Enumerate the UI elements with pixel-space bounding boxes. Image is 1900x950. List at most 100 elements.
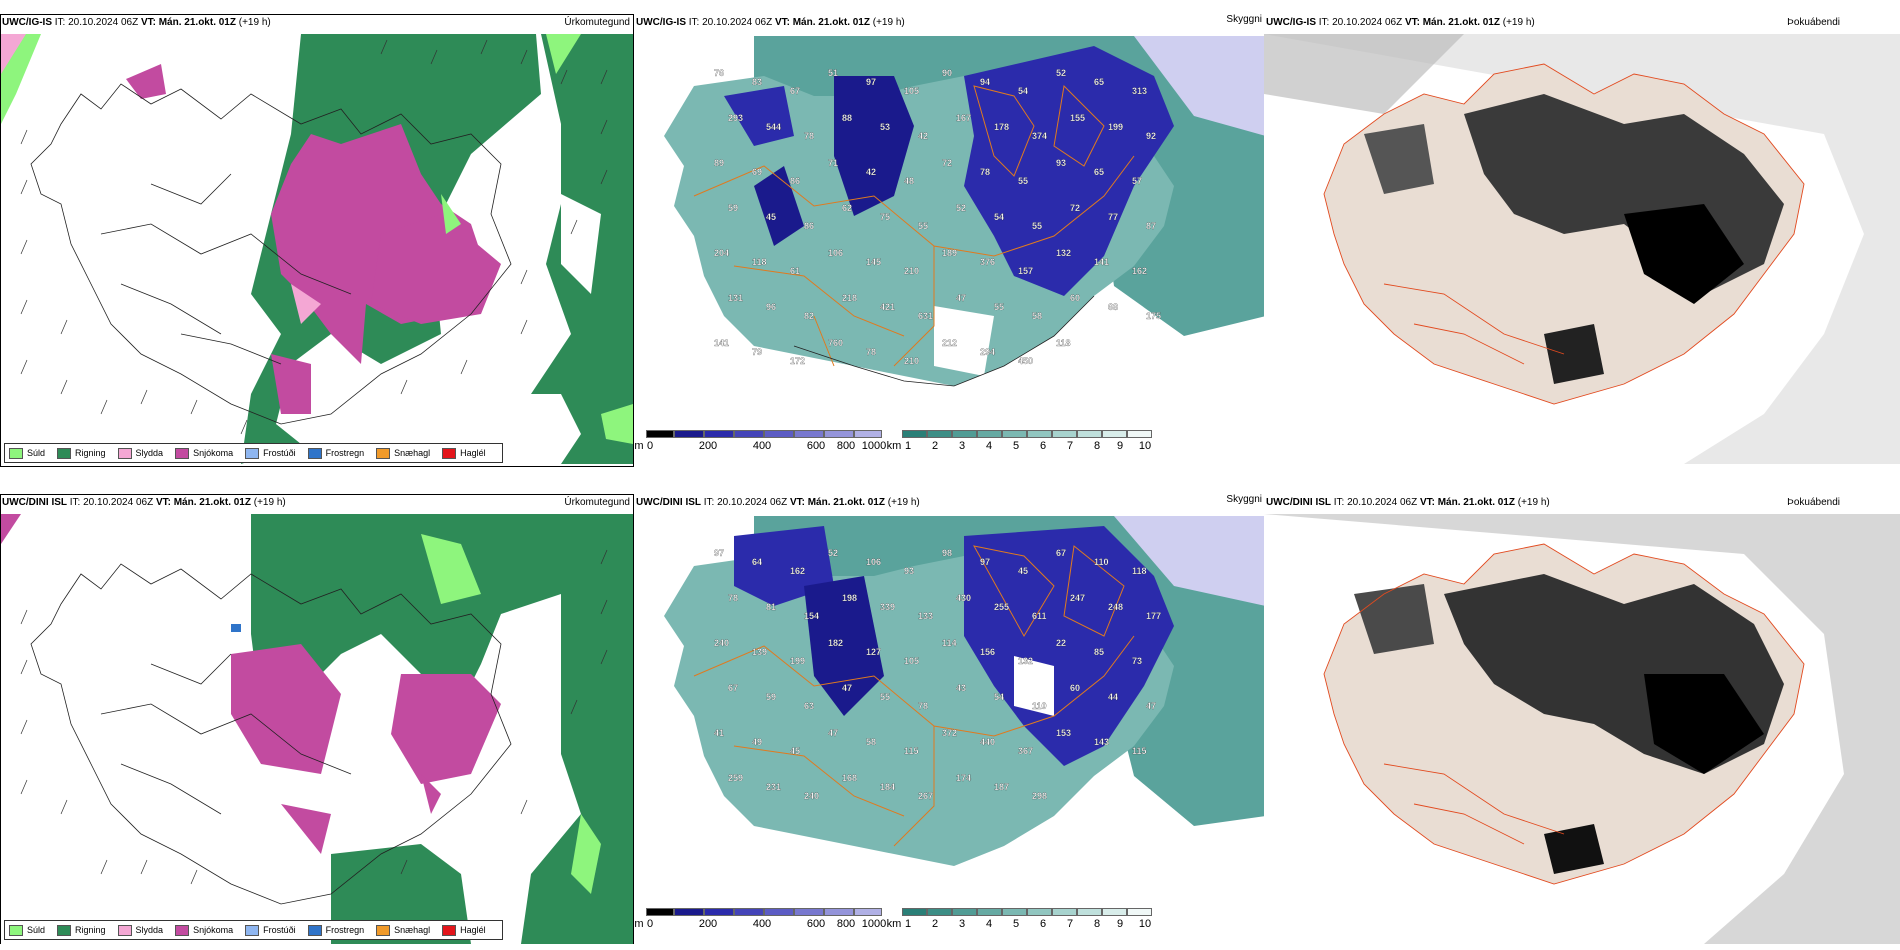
cloudbase-value-label: 72 bbox=[1070, 203, 1080, 213]
cloudbase-value-label: 55 bbox=[1018, 176, 1028, 186]
cloudbase-value-label: 87 bbox=[1146, 221, 1156, 231]
cloudbase-value-label: 98 bbox=[942, 548, 952, 558]
cloudbase-value-label: 60 bbox=[1070, 293, 1080, 303]
cloudbase-value-label: 67 bbox=[728, 683, 738, 693]
cloudbase-value-label: 42 bbox=[918, 131, 928, 141]
cloudbase-value-label: 240 bbox=[714, 638, 729, 648]
tick-label: 800 bbox=[836, 440, 856, 452]
tick-label: 1000 bbox=[861, 918, 887, 930]
cloudbase-value-label: 55 bbox=[918, 221, 928, 231]
panel-variable-name: Þokuábendi bbox=[1787, 17, 1840, 28]
cloudbase-value-label: 69 bbox=[752, 167, 762, 177]
legend-item: Snjókoma bbox=[175, 924, 233, 936]
tick-label: 5 bbox=[1012, 440, 1020, 452]
panel-title: UWC/DINI ISL IT: 20.10.2024 06Z VT: Mán.… bbox=[1266, 497, 1550, 508]
cloudbase-value-label: 372 bbox=[942, 728, 957, 738]
panel-title: UWC/IG-IS IT: 20.10.2024 06Z VT: Mán. 21… bbox=[2, 17, 271, 28]
cloudbase-value-label: 67 bbox=[1056, 548, 1066, 558]
cloudbase-value-label: 313 bbox=[1132, 86, 1147, 96]
tick-label: 5 bbox=[1012, 918, 1020, 930]
legend-item: Súld bbox=[9, 924, 45, 936]
cloudbase-value-label: 47 bbox=[956, 293, 966, 303]
cloudbase-value-label: 298 bbox=[1032, 791, 1047, 801]
cloudbase-value-label: 88 bbox=[842, 113, 852, 123]
cloudbase-value-label: 64 bbox=[752, 557, 762, 567]
cloudbase-value-label: 44 bbox=[1108, 692, 1118, 702]
cloudbase-value-label: 127 bbox=[866, 647, 881, 657]
cloudbase-value-label: 78 bbox=[728, 593, 738, 603]
cloudbase-value-label: 43 bbox=[956, 683, 966, 693]
colorbar-unit: km bbox=[886, 440, 902, 452]
tick-label: 200 bbox=[698, 440, 718, 452]
cloudbase-value-label: 421 bbox=[880, 302, 895, 312]
cloudbase-colorbar: m 0 200 400 600 800 1000 bbox=[634, 908, 887, 932]
tick-label: 7 bbox=[1066, 440, 1074, 452]
cloudbase-value-label: 177 bbox=[1146, 611, 1161, 621]
cloudbase-value-label: 63 bbox=[804, 701, 814, 711]
cloudbase-value-label: 96 bbox=[766, 302, 776, 312]
visibility-map-row1: 76 83 67 51 97 105 90 94 54 52 65 313 293 544 78 88 53 42… bbox=[634, 36, 1264, 446]
cloudbase-value-label: 54 bbox=[1018, 86, 1028, 96]
cloudbase-value-label: 45 bbox=[1018, 566, 1028, 576]
panel-variable-name: Þokuábendi bbox=[1787, 497, 1840, 508]
cloudbase-value-label: 153 bbox=[1056, 728, 1071, 738]
cloudbase-value-label: 97 bbox=[714, 548, 724, 558]
cloudbase-value-label: 58 bbox=[866, 737, 876, 747]
cloudbase-value-label: 210 bbox=[904, 356, 919, 366]
cloudbase-value-label: 218 bbox=[842, 293, 857, 303]
cloudbase-value-label: 143 bbox=[1094, 737, 1109, 747]
cloudbase-value-label: 110 bbox=[1032, 701, 1047, 711]
colorbar-unit: km bbox=[886, 918, 902, 930]
cloudbase-value-label: 154 bbox=[804, 611, 819, 621]
cloudbase-value-label: 294 bbox=[980, 347, 995, 357]
tick-label: 0 bbox=[646, 440, 654, 452]
tick-label: 6 bbox=[1039, 918, 1047, 930]
precip-panel-row2: UWC/DINI ISL IT: 20.10.2024 06Z VT: Mán.… bbox=[0, 494, 634, 944]
cloudbase-value-label: 248 bbox=[1108, 602, 1123, 612]
tick-label: 6 bbox=[1039, 440, 1047, 452]
visibility-colorbar: km 1 2 3 4 5 6 7 8 9 10 bbox=[886, 908, 1158, 932]
cloudbase-value-label: 89 bbox=[714, 158, 724, 168]
cloudbase-value-label: 60 bbox=[1070, 683, 1080, 693]
legend-item: Frostúði bbox=[245, 924, 296, 936]
cloudbase-value-label: 47 bbox=[842, 683, 852, 693]
tick-label: 4 bbox=[985, 440, 993, 452]
cloudbase-value-label: 79 bbox=[752, 347, 762, 357]
cloudbase-value-label: 133 bbox=[918, 611, 933, 621]
tick-label: 1 bbox=[904, 440, 912, 452]
cloudbase-value-label: 106 bbox=[828, 248, 843, 258]
cloudbase-value-label: 54 bbox=[994, 692, 1004, 702]
cloudbase-value-label: 259 bbox=[728, 773, 743, 783]
panel-title: UWC/DINI ISL IT: 20.10.2024 06Z VT: Mán.… bbox=[636, 497, 920, 508]
cloudbase-value-label: 240 bbox=[804, 791, 819, 801]
cloudbase-value-label: 90 bbox=[942, 68, 952, 78]
cloudbase-value-label: 59 bbox=[766, 692, 776, 702]
cloudbase-value-label: 94 bbox=[980, 77, 990, 87]
tick-label: 7 bbox=[1066, 918, 1074, 930]
legend-item: Rigning bbox=[57, 447, 106, 459]
cloudbase-value-label: 59 bbox=[728, 203, 738, 213]
visibility-panel-row2: UWC/DINI ISL IT: 20.10.2024 06Z VT: Mán.… bbox=[634, 494, 1264, 944]
legend-item: Snjókoma bbox=[175, 447, 233, 459]
cloudbase-value-label: 53 bbox=[880, 122, 890, 132]
precip-legend: Súld Rigning Slydda Snjókoma Frostúði Fr… bbox=[4, 920, 503, 940]
cloudbase-value-label: 440 bbox=[980, 737, 995, 747]
cloudbase-value-label: 78 bbox=[918, 701, 928, 711]
cloudbase-value-label: 132 bbox=[1018, 656, 1033, 666]
cloudbase-value-label: 293 bbox=[728, 113, 743, 123]
panel-variable-name: Úrkomutegund bbox=[564, 497, 630, 508]
fog-map-row2 bbox=[1264, 514, 1900, 944]
cloudbase-value-label: 339 bbox=[880, 602, 895, 612]
cloudbase-value-label: 47 bbox=[1146, 701, 1156, 711]
cloudbase-value-label: 450 bbox=[1018, 356, 1033, 366]
cloudbase-value-label: 52 bbox=[956, 203, 966, 213]
cloudbase-value-label: 47 bbox=[828, 728, 838, 738]
cloudbase-value-label: 115 bbox=[1132, 746, 1147, 756]
cloudbase-value-label: 48 bbox=[904, 176, 914, 186]
panel-title: UWC/IG-IS IT: 20.10.2024 06Z VT: Mán. 21… bbox=[1266, 17, 1535, 28]
cloudbase-value-label: 167 bbox=[956, 113, 971, 123]
cloudbase-value-label: 141 bbox=[714, 338, 729, 348]
cloudbase-value-label: 631 bbox=[918, 311, 933, 321]
cloudbase-value-label: 92 bbox=[1146, 131, 1156, 141]
cloudbase-value-label: 105 bbox=[904, 656, 919, 666]
